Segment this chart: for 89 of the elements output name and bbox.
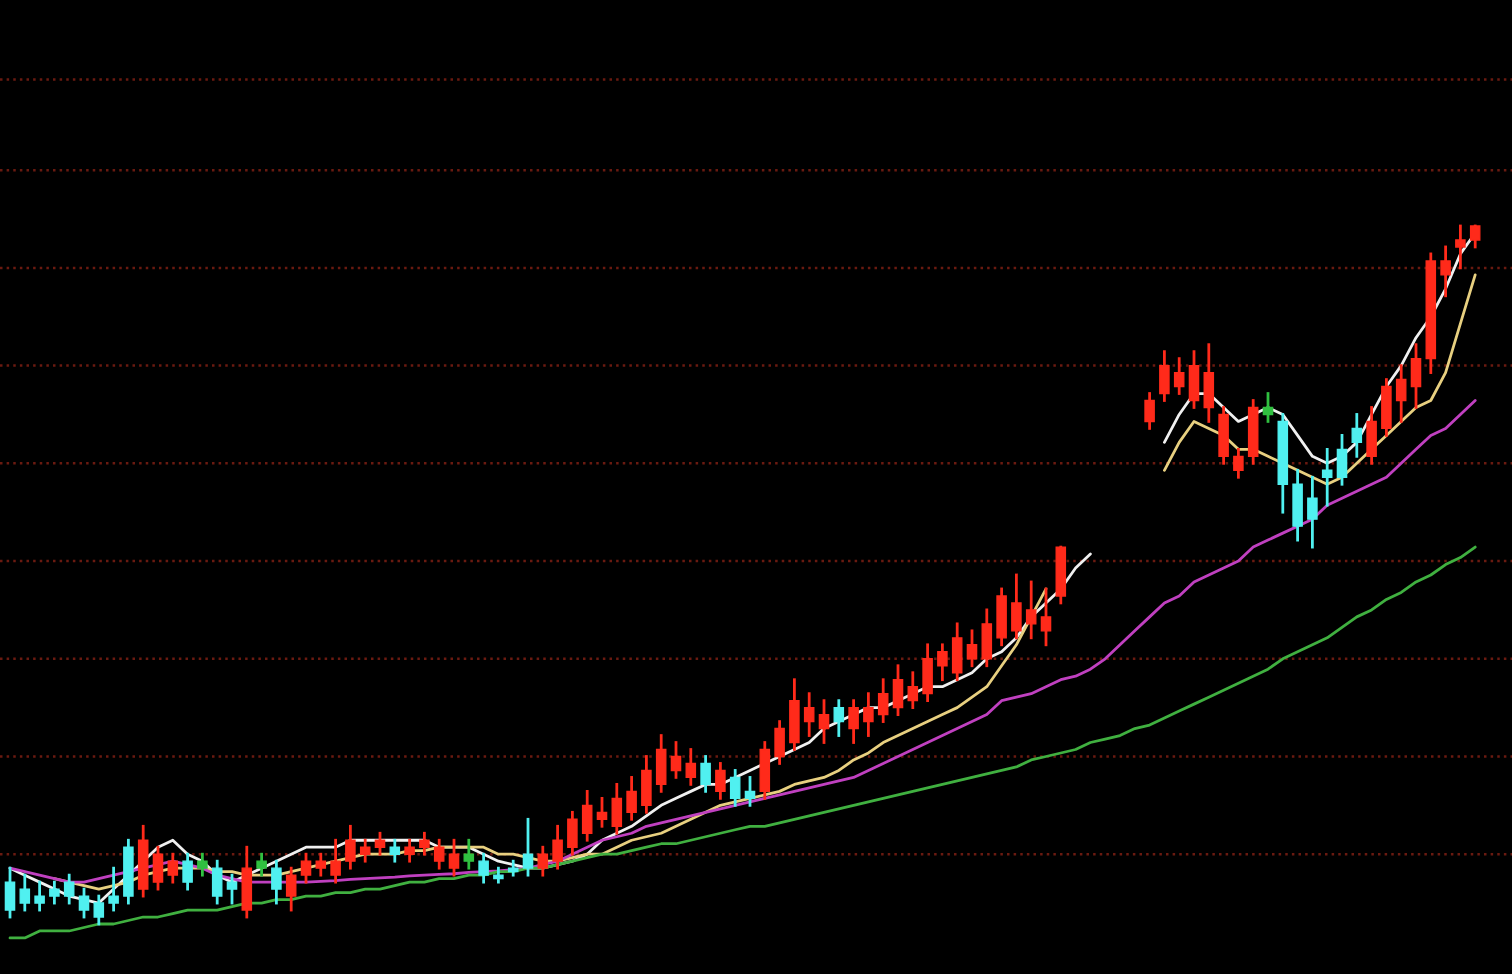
candlestick xyxy=(330,838,341,884)
candlestick xyxy=(863,692,874,737)
candlestick xyxy=(507,859,519,877)
candlestick xyxy=(789,678,800,751)
candlestick xyxy=(1336,434,1348,486)
candlestick xyxy=(1040,587,1052,647)
candlestick xyxy=(877,678,889,723)
candlestick xyxy=(1159,350,1170,402)
candlestick xyxy=(729,769,741,807)
candlestick xyxy=(670,741,682,779)
candlestick xyxy=(93,894,105,926)
candlestick xyxy=(996,587,1007,647)
candlestick xyxy=(493,866,504,884)
candlestick xyxy=(596,796,608,828)
candlestick xyxy=(641,755,652,814)
candlestick xyxy=(1469,224,1481,249)
candlestick xyxy=(49,880,60,905)
candlestick xyxy=(1440,245,1451,298)
candlestick xyxy=(937,643,948,682)
candlestick xyxy=(182,852,193,891)
candlestick xyxy=(1011,573,1022,640)
candlestick xyxy=(419,831,430,856)
candlestick xyxy=(1307,475,1318,549)
candlestick xyxy=(552,824,563,870)
candlestick xyxy=(715,762,726,800)
candlestick xyxy=(241,845,253,919)
candlestick xyxy=(744,776,756,807)
candlestick xyxy=(345,824,356,870)
candlestick xyxy=(848,699,859,744)
candlestick xyxy=(1218,406,1229,465)
candlestick xyxy=(448,838,460,877)
candlestick xyxy=(611,783,623,835)
candlestick xyxy=(981,608,993,668)
candlestick xyxy=(1321,447,1333,507)
candlestick xyxy=(152,845,164,891)
candlestick xyxy=(1188,350,1200,409)
candlestick xyxy=(655,734,667,793)
candlestick xyxy=(774,720,785,765)
candlestick xyxy=(685,748,697,786)
candlestick xyxy=(1173,357,1185,395)
candlestick xyxy=(226,873,238,905)
candlestick xyxy=(1455,224,1466,270)
candlestick xyxy=(63,873,75,905)
candlestick xyxy=(892,664,904,716)
candlestick xyxy=(581,789,593,842)
candlestick xyxy=(463,838,475,870)
candlestick xyxy=(389,838,401,863)
candlestick xyxy=(1351,413,1363,458)
candlestick xyxy=(359,838,371,863)
candlestick xyxy=(1025,580,1037,640)
candlestick xyxy=(1410,343,1422,409)
candlestick xyxy=(833,699,845,737)
candlestick xyxy=(300,852,312,884)
candlestick xyxy=(567,810,578,856)
candlestick xyxy=(34,880,45,912)
candlestick xyxy=(211,859,223,905)
candlestick xyxy=(374,831,386,856)
candlestick xyxy=(315,852,327,877)
candlestick xyxy=(522,817,534,877)
candlestick xyxy=(271,859,282,905)
candlestick xyxy=(1233,447,1244,479)
candlestick xyxy=(1292,468,1303,542)
candlestick xyxy=(433,838,445,870)
candlestick xyxy=(759,741,771,800)
candlestick xyxy=(1395,364,1407,423)
candlestick xyxy=(966,629,978,668)
candlestick xyxy=(626,776,637,821)
candlestick xyxy=(951,622,963,682)
candlestick xyxy=(19,873,31,912)
candlestick xyxy=(404,838,415,863)
candlestick xyxy=(1203,343,1215,423)
candlestick xyxy=(1366,406,1377,465)
candlestick xyxy=(537,845,549,877)
candlestick xyxy=(907,671,919,710)
candlestick xyxy=(285,866,297,912)
candlestick xyxy=(803,692,815,737)
candlestick xyxy=(78,887,90,919)
candlestick xyxy=(4,866,16,919)
candlestick xyxy=(818,699,830,744)
candlestick xyxy=(167,852,179,884)
candlestick xyxy=(478,852,489,884)
candlestick xyxy=(1381,378,1392,437)
candlestick xyxy=(1262,392,1274,423)
candlestick xyxy=(922,643,933,703)
candlestick xyxy=(108,866,119,912)
candlestick xyxy=(1144,392,1155,430)
candlestick xyxy=(700,755,711,793)
candlestick xyxy=(197,852,208,877)
candlestick xyxy=(256,852,267,877)
